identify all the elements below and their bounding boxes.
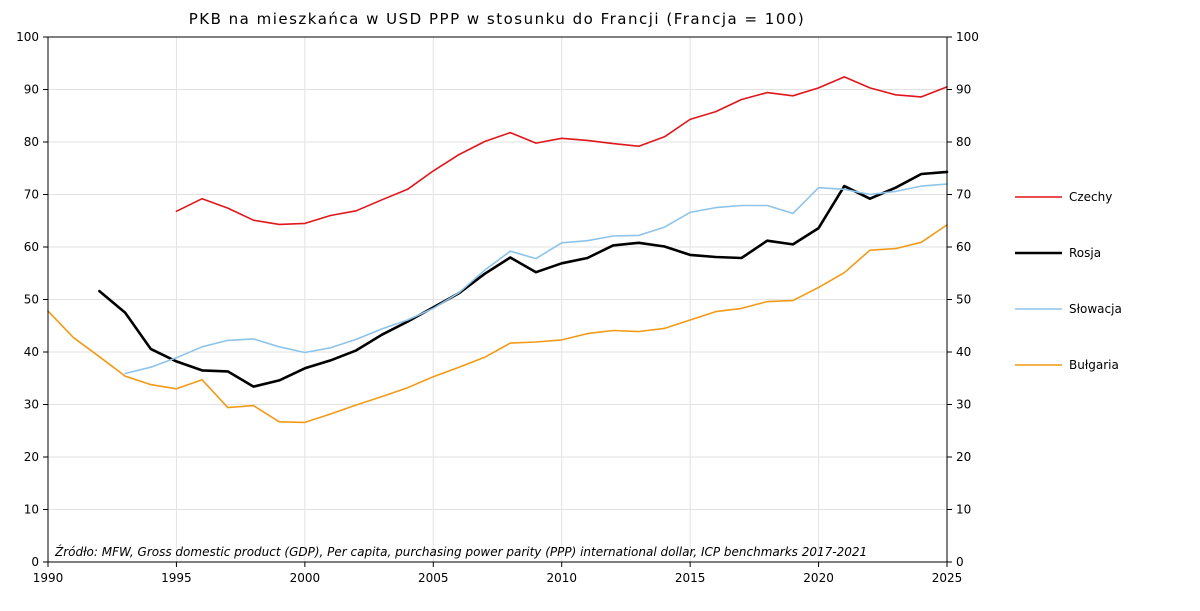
y-tick-label-right: 0 (956, 555, 964, 569)
y-tick-label-left: 90 (24, 83, 39, 97)
x-tick-label: 2000 (290, 571, 321, 585)
series-line-4 (47, 224, 948, 424)
y-tick-label-right: 50 (956, 293, 971, 307)
y-tick-label-left: 0 (31, 555, 39, 569)
series-line-2 (98, 170, 949, 388)
y-tick-label-right: 40 (956, 345, 971, 359)
y-tick-label-left: 60 (24, 240, 39, 254)
y-tick-label-right: 30 (956, 398, 971, 412)
y-tick-label-right: 100 (956, 30, 979, 44)
x-tick-label: 2005 (418, 571, 449, 585)
x-tick-label: 2010 (546, 571, 577, 585)
y-tick-label-right: 70 (956, 188, 971, 202)
grid (48, 37, 947, 562)
source-note: Źródło: MFW, Gross domestic product (GDP… (54, 544, 867, 559)
legend: Czechy Rosja Słowacja Bułgaria (1015, 190, 1122, 372)
y-tick-label-right: 10 (956, 503, 971, 517)
y-tick-label-right: 80 (956, 135, 971, 149)
series-layer (47, 76, 949, 424)
legend-label: Słowacja (1069, 302, 1122, 316)
y-tick-label-left: 10 (24, 503, 39, 517)
x-tick-label: 2025 (932, 571, 963, 585)
y-tick-label-right: 60 (956, 240, 971, 254)
series-line-3 (124, 183, 948, 375)
series-line-1 (175, 76, 948, 226)
y-tick-label-left: 100 (16, 30, 39, 44)
y-tick-label-left: 70 (24, 188, 39, 202)
y-tick-label-right: 90 (956, 83, 971, 97)
legend-label: Bułgaria (1069, 358, 1119, 372)
legend-label: Czechy (1069, 190, 1112, 204)
y-tick-label-right: 20 (956, 450, 971, 464)
x-tick-label: 2020 (803, 571, 834, 585)
legend-label: Rosja (1069, 246, 1101, 260)
y-tick-label-left: 20 (24, 450, 39, 464)
y-tick-label-left: 40 (24, 345, 39, 359)
x-tick-label: 1995 (161, 571, 192, 585)
y-tick-label-left: 30 (24, 398, 39, 412)
y-tick-label-left: 80 (24, 135, 39, 149)
x-tick-label: 1990 (33, 571, 64, 585)
x-tick-label: 2015 (675, 571, 706, 585)
chart-title: PKB na mieszkańca w USD PPP w stosunku d… (189, 10, 806, 28)
y-tick-label-left: 50 (24, 293, 39, 307)
